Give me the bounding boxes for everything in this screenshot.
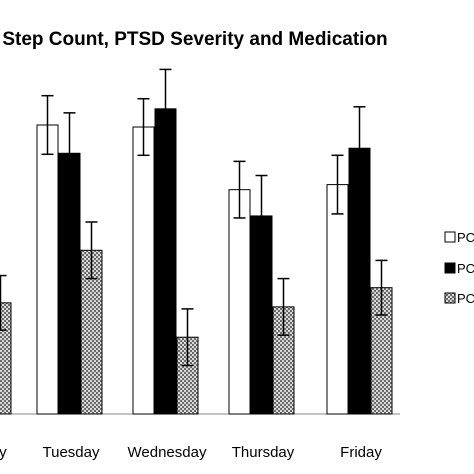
legend-swatch-3	[444, 292, 456, 304]
error-bar-tuesday-series-1	[41, 94, 54, 156]
legend-label-1: PC	[457, 230, 474, 245]
error-bar-wednesday-series-2	[159, 68, 172, 149]
legend-item-1: PC	[444, 230, 474, 245]
x-tick-label-monday: Monday	[0, 444, 7, 461]
error-bar-tuesday-series-2	[63, 112, 76, 195]
error-bar-wednesday-series-3	[181, 308, 194, 367]
chart-title: Step Count, PTSD Severity and Medication	[2, 29, 387, 50]
error-bar-thursday-series-3	[277, 277, 290, 336]
error-bar-friday-series-2	[353, 106, 366, 191]
bar-tuesday-series-1	[36, 124, 59, 415]
x-tick-label-thursday: Thursday	[232, 444, 295, 461]
legend-label-2: PC	[457, 261, 474, 276]
error-bar-friday-series-3	[375, 259, 388, 316]
legend-label-3: PC	[457, 291, 474, 306]
legend-item-2: PC	[444, 261, 474, 276]
error-bar-thursday-series-1	[233, 160, 246, 219]
error-bar-friday-series-1	[331, 154, 344, 215]
x-tick-label-wednesday: Wednesday	[128, 444, 207, 461]
bar-thursday-series-1	[228, 189, 251, 415]
bar-monday-series-3	[0, 302, 12, 415]
legend-item-3: PC	[444, 291, 474, 306]
x-tick-label-friday: Friday	[340, 444, 382, 461]
bar-wednesday-series-1	[132, 126, 155, 415]
error-bar-thursday-series-2	[255, 174, 268, 258]
bar-friday-series-1	[326, 184, 349, 415]
error-bar-tuesday-series-3	[85, 221, 98, 280]
bar-wednesday-series-2	[154, 108, 177, 415]
legend-swatch-2	[444, 262, 456, 274]
legend-swatch-1	[444, 231, 456, 243]
error-bar-monday-series-3	[0, 274, 7, 331]
error-bar-wednesday-series-1	[137, 97, 150, 157]
x-tick-label-tuesday: Tuesday	[43, 444, 100, 461]
